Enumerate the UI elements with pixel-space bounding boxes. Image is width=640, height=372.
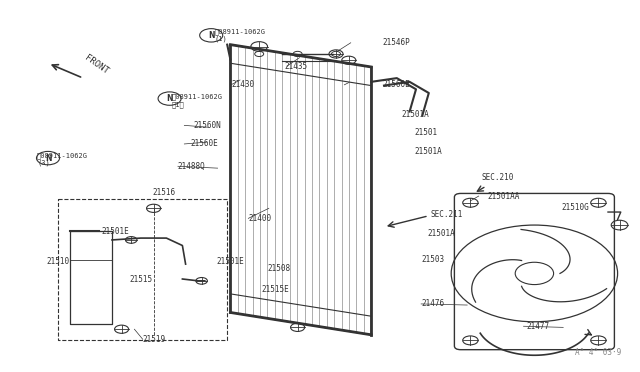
- Text: 21488Q: 21488Q: [178, 162, 205, 171]
- Text: N: N: [208, 31, 214, 40]
- Text: SEC.211: SEC.211: [430, 210, 463, 219]
- Text: 21508: 21508: [268, 264, 291, 273]
- Text: A° 4° 03·9: A° 4° 03·9: [575, 348, 621, 357]
- Text: 21501E: 21501E: [216, 257, 244, 266]
- Text: 21560E: 21560E: [191, 140, 218, 148]
- Text: 21501: 21501: [415, 128, 438, 137]
- Text: FRONT: FRONT: [83, 54, 110, 76]
- Text: ⓝ08911-1062G
＜1＞: ⓝ08911-1062G ＜1＞: [172, 93, 223, 108]
- Text: 21400: 21400: [248, 214, 271, 223]
- Text: 21515E: 21515E: [261, 285, 289, 294]
- Text: 21519: 21519: [143, 335, 166, 344]
- Text: 21560N: 21560N: [194, 121, 221, 130]
- Text: 21501AA: 21501AA: [488, 192, 520, 201]
- Text: ⓝ08911-1062G
(3): ⓝ08911-1062G (3): [37, 152, 88, 166]
- Text: 21430: 21430: [232, 80, 255, 89]
- Text: 21501A: 21501A: [402, 110, 429, 119]
- Text: 21501E: 21501E: [101, 227, 129, 236]
- Text: 21515: 21515: [130, 275, 153, 284]
- Text: 21510: 21510: [47, 257, 70, 266]
- Text: N: N: [166, 94, 173, 103]
- Text: 21501A: 21501A: [428, 229, 455, 238]
- Text: ⓝ08911-1062G
(1): ⓝ08911-1062G (1): [214, 28, 266, 42]
- Text: 21477: 21477: [526, 322, 549, 331]
- Text: 21516: 21516: [152, 188, 175, 197]
- Text: 21560E: 21560E: [383, 80, 410, 89]
- Text: 21510G: 21510G: [562, 203, 589, 212]
- Text: 21501A: 21501A: [415, 147, 442, 156]
- Text: 21546P: 21546P: [383, 38, 410, 47]
- Text: 21476: 21476: [421, 299, 444, 308]
- Text: SEC.210: SEC.210: [481, 173, 514, 182]
- Text: 21503: 21503: [421, 255, 444, 264]
- Text: N: N: [45, 154, 51, 163]
- Text: 21435: 21435: [285, 62, 308, 71]
